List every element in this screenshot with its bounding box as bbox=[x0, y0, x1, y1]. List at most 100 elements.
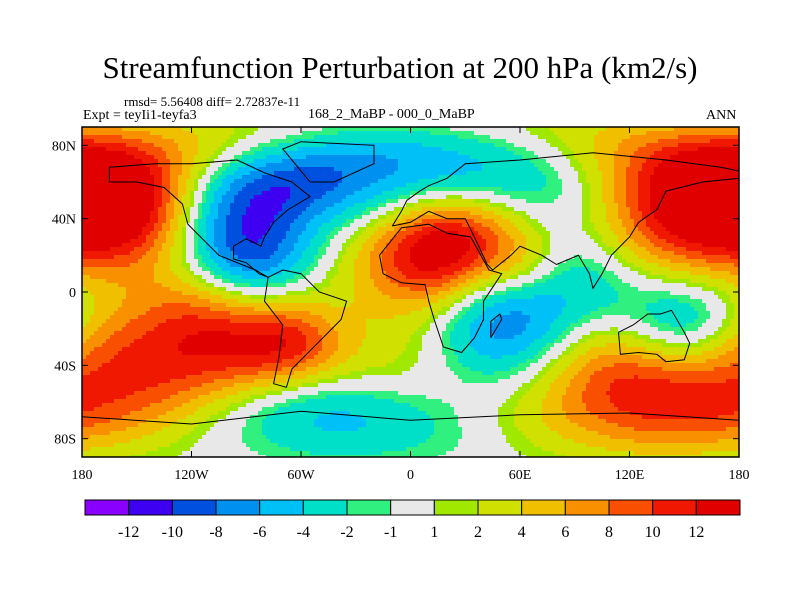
field-cell bbox=[534, 159, 539, 164]
field-cell bbox=[162, 207, 167, 212]
field-cell bbox=[90, 235, 95, 240]
field-cell bbox=[538, 215, 543, 220]
field-cell bbox=[122, 147, 127, 152]
field-cell bbox=[554, 191, 559, 196]
field-cell bbox=[198, 247, 203, 252]
field-cell bbox=[342, 235, 347, 240]
field-cell bbox=[646, 131, 651, 136]
field-cell bbox=[366, 159, 371, 164]
field-cell bbox=[258, 171, 263, 176]
field-cell bbox=[214, 151, 219, 156]
field-cell bbox=[454, 203, 459, 208]
field-cell bbox=[666, 131, 671, 136]
field-cell bbox=[378, 183, 383, 188]
field-cell bbox=[286, 243, 291, 248]
field-cell bbox=[346, 191, 351, 196]
field-cell bbox=[202, 203, 207, 208]
field-cell bbox=[190, 147, 195, 152]
field-cell bbox=[114, 135, 119, 140]
field-cell bbox=[262, 175, 267, 180]
field-cell bbox=[382, 139, 387, 144]
field-cell bbox=[642, 135, 647, 140]
field-cell bbox=[734, 155, 739, 160]
field-cell bbox=[478, 211, 483, 216]
field-cell bbox=[314, 239, 319, 244]
field-cell bbox=[146, 155, 151, 160]
field-cell bbox=[430, 231, 435, 236]
field-cell bbox=[618, 167, 623, 172]
field-cell bbox=[262, 191, 267, 196]
field-cell bbox=[718, 235, 723, 240]
field-cell bbox=[434, 127, 439, 132]
field-cell bbox=[506, 235, 511, 240]
field-cell bbox=[718, 147, 723, 152]
field-cell bbox=[330, 215, 335, 220]
field-cell bbox=[642, 127, 647, 132]
field-cell bbox=[562, 211, 567, 216]
field-cell bbox=[150, 227, 155, 232]
field-cell bbox=[730, 183, 735, 188]
field-cell bbox=[454, 159, 459, 164]
field-cell bbox=[90, 231, 95, 236]
field-cell bbox=[322, 183, 327, 188]
field-cell bbox=[686, 143, 691, 148]
field-cell bbox=[410, 199, 415, 204]
field-cell bbox=[118, 203, 123, 208]
field-cell bbox=[670, 211, 675, 216]
field-cell bbox=[710, 243, 715, 248]
field-cell bbox=[478, 143, 483, 148]
field-cell bbox=[558, 207, 563, 212]
field-cell bbox=[322, 159, 327, 164]
field-cell bbox=[426, 147, 431, 152]
field-cell bbox=[166, 207, 171, 212]
field-cell bbox=[714, 159, 719, 164]
field-cell bbox=[350, 211, 355, 216]
field-cell bbox=[126, 199, 131, 204]
field-cell bbox=[630, 191, 635, 196]
field-cell bbox=[694, 135, 699, 140]
field-cell bbox=[474, 231, 479, 236]
field-cell bbox=[162, 159, 167, 164]
field-cell bbox=[510, 199, 515, 204]
field-cell bbox=[202, 219, 207, 224]
field-cell bbox=[410, 127, 415, 132]
field-cell bbox=[662, 179, 667, 184]
field-cell bbox=[194, 203, 199, 208]
field-cell bbox=[686, 191, 691, 196]
field-cell bbox=[486, 131, 491, 136]
field-cell bbox=[594, 147, 599, 152]
field-cell bbox=[686, 219, 691, 224]
field-cell bbox=[714, 175, 719, 180]
field-cell bbox=[410, 191, 415, 196]
field-cell bbox=[638, 211, 643, 216]
field-cell bbox=[514, 163, 519, 168]
field-cell bbox=[94, 231, 99, 236]
field-cell bbox=[82, 183, 87, 188]
field-cell bbox=[90, 155, 95, 160]
field-cell bbox=[290, 131, 295, 136]
field-cell bbox=[358, 191, 363, 196]
field-cell bbox=[318, 223, 323, 228]
field-cell bbox=[198, 167, 203, 172]
field-cell bbox=[594, 159, 599, 164]
field-cell bbox=[262, 167, 267, 172]
field-cell bbox=[510, 243, 515, 248]
field-cell bbox=[658, 243, 663, 248]
field-cell bbox=[614, 243, 619, 248]
field-cell bbox=[726, 179, 731, 184]
field-cell bbox=[418, 143, 423, 148]
field-cell bbox=[154, 171, 159, 176]
field-cell bbox=[422, 143, 427, 148]
field-cell bbox=[398, 139, 403, 144]
field-cell bbox=[102, 139, 107, 144]
field-cell bbox=[246, 203, 251, 208]
field-cell bbox=[646, 187, 651, 192]
field-cell bbox=[298, 199, 303, 204]
field-cell bbox=[570, 127, 575, 132]
field-cell bbox=[494, 191, 499, 196]
field-cell bbox=[106, 235, 111, 240]
field-cell bbox=[222, 219, 227, 224]
field-cell bbox=[218, 211, 223, 216]
field-cell bbox=[102, 135, 107, 140]
field-cell bbox=[370, 215, 375, 220]
